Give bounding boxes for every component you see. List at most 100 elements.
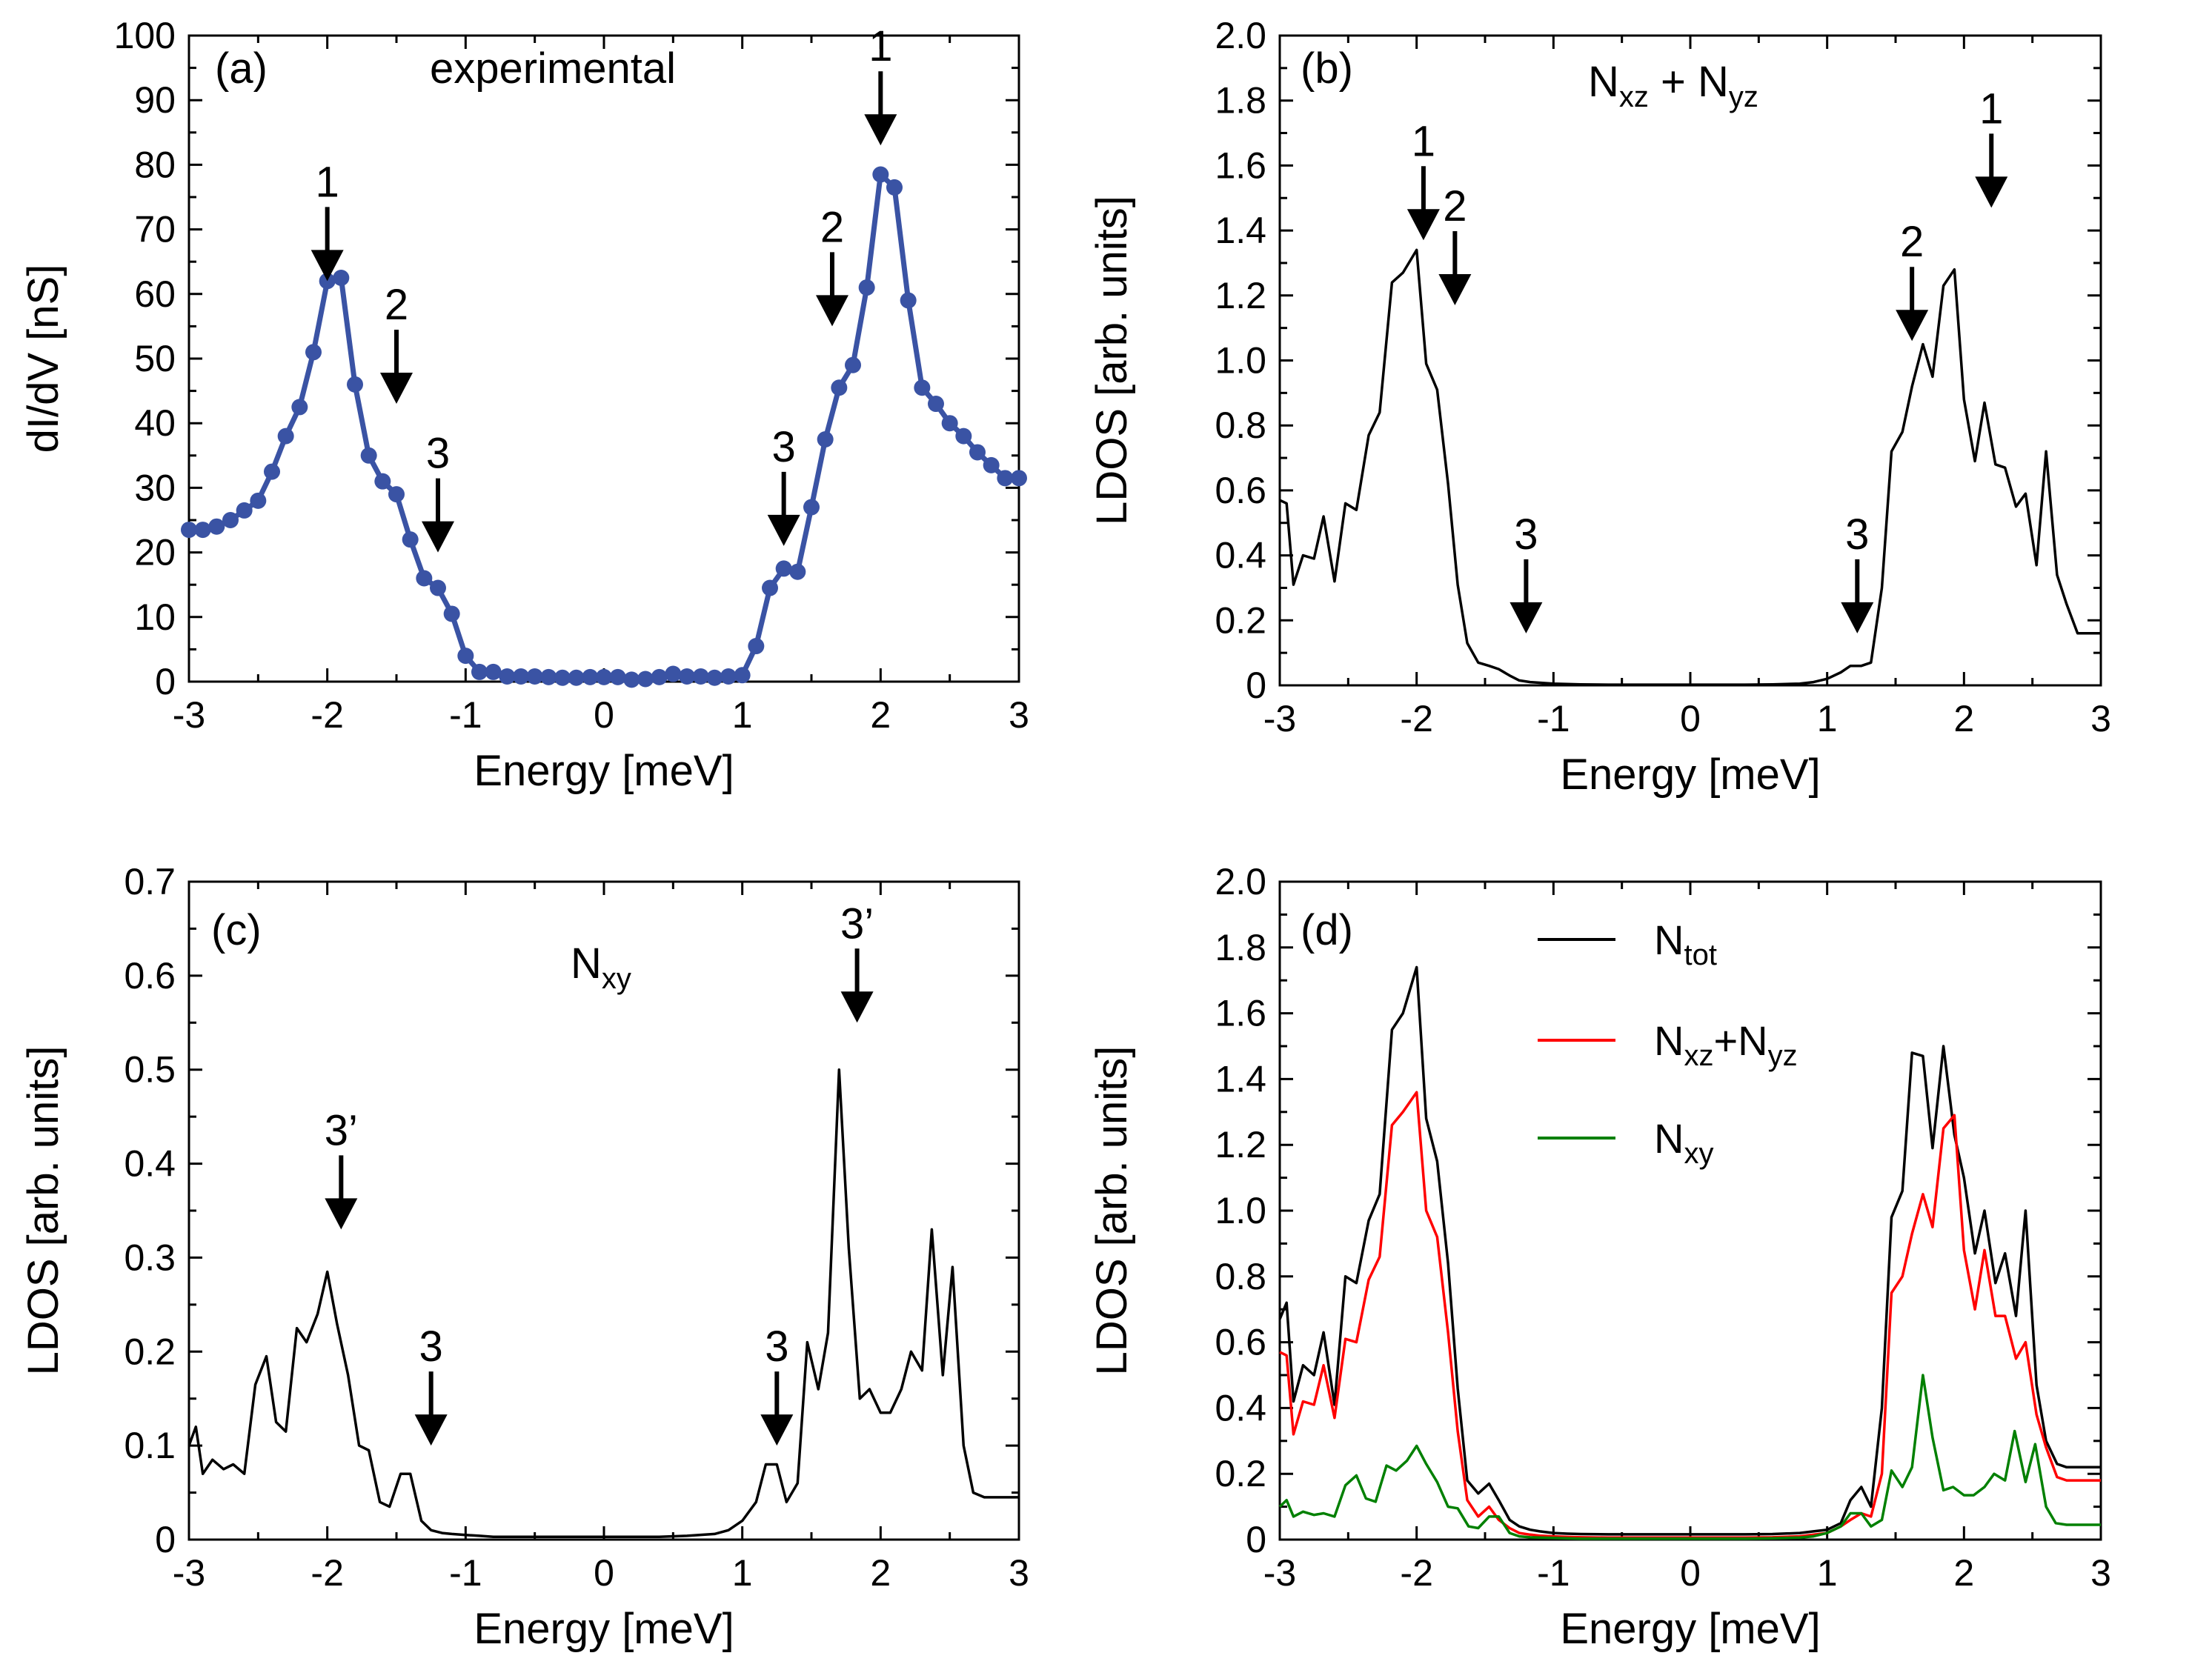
x-tick-label: -2 xyxy=(310,1552,343,1594)
legend-label-part: N xyxy=(1654,916,1684,963)
y-tick-label: 1.2 xyxy=(1215,275,1266,316)
data-point xyxy=(582,668,599,685)
y-tick-label: 40 xyxy=(134,402,176,444)
data-point xyxy=(651,668,668,685)
y-tick-label: 2.0 xyxy=(1215,861,1266,902)
data-point xyxy=(305,344,322,361)
data-point xyxy=(513,668,529,685)
annotation-label: 2 xyxy=(1443,182,1467,230)
data-point xyxy=(471,663,488,680)
data-point xyxy=(236,502,253,519)
y-tick-label: 80 xyxy=(134,144,176,185)
data-point xyxy=(706,669,723,686)
y-tick-label: 1.4 xyxy=(1215,210,1266,251)
data-point xyxy=(928,396,944,413)
panel-label: (d) xyxy=(1301,906,1353,954)
legend-label: Nxy xyxy=(1654,1115,1713,1170)
data-point xyxy=(692,668,709,685)
arrow-head xyxy=(380,373,413,405)
data-point xyxy=(568,669,585,686)
arrow-head xyxy=(422,521,454,553)
annotation-label: 1 xyxy=(1412,117,1435,165)
panel-label: (a) xyxy=(215,44,268,93)
arrow-head xyxy=(1896,310,1929,342)
y-tick-label: 50 xyxy=(134,338,176,379)
annotation-label: 3 xyxy=(426,430,450,478)
y-tick-label: 10 xyxy=(134,596,176,638)
plot-frame xyxy=(1278,880,2102,1541)
y-axis-title: LDOS [arb. units] xyxy=(1088,196,1136,525)
y-tick-label: 1.4 xyxy=(1215,1058,1266,1100)
data-point xyxy=(665,665,682,682)
arrow-head xyxy=(310,250,344,282)
annotation-arrow-3: 3 xyxy=(414,1323,448,1446)
series-n-xy xyxy=(187,1068,1019,1538)
arrow-head xyxy=(1841,602,1874,633)
annotation-label: 3’ xyxy=(325,1106,358,1154)
annotation-arrow-3: 3’ xyxy=(325,1106,358,1230)
data-point xyxy=(291,399,308,416)
panel-title-part: yz xyxy=(1729,81,1758,113)
data-point xyxy=(941,415,958,432)
plot-frame xyxy=(1278,34,2102,687)
x-tick-label: -2 xyxy=(310,694,343,736)
y-axis-title: dI/dV [nS] xyxy=(19,265,67,453)
annotation-arrow-1: 1 xyxy=(1406,117,1440,241)
y-tick-label: 0.2 xyxy=(1215,1453,1266,1494)
annotation-arrow-1: 1 xyxy=(1975,84,2008,208)
data-point xyxy=(720,668,737,685)
arrow-head xyxy=(840,991,874,1023)
data-point xyxy=(333,270,350,286)
series-line xyxy=(1278,965,2101,1536)
data-point xyxy=(457,648,474,665)
annotation-arrow-2: 2 xyxy=(1438,182,1472,305)
y-tick-label: 1.0 xyxy=(1215,340,1266,382)
series-experimental xyxy=(181,166,1027,688)
x-tick-label: -3 xyxy=(173,694,205,736)
annotation-arrow-3: 3 xyxy=(1509,510,1543,633)
x-tick-label: 3 xyxy=(2090,698,2111,739)
data-point xyxy=(831,379,848,396)
panel-d: -3 -2 -1 0 1 2 3 0 0.2 0.4 0.6 0.8 1.0 1.2 1.4 1.6 1.8 2.… xyxy=(1088,861,2111,1653)
data-point xyxy=(526,668,543,685)
data-point xyxy=(360,447,377,464)
x-tick-label: -3 xyxy=(173,1552,205,1594)
y-tick-label: 0.4 xyxy=(1215,535,1266,576)
y-tick-label: 60 xyxy=(134,273,176,315)
data-point xyxy=(914,379,931,396)
arrow-head xyxy=(767,514,800,546)
y-tick-label: 100 xyxy=(114,15,176,56)
annotation-label: 3’ xyxy=(840,899,874,948)
panel-b: -3 -2 -1 0 1 2 300.20.40.60.81.01.21.41.61.82.… xyxy=(1088,15,2111,799)
data-point xyxy=(264,463,280,480)
y-tick-label: 0.2 xyxy=(1215,599,1266,641)
data-point xyxy=(1011,470,1027,487)
y-tick-label: 30 xyxy=(134,467,176,508)
y-tick-label: 20 xyxy=(134,532,176,573)
annotation-arrow-2: 2 xyxy=(816,203,848,327)
arrow-head xyxy=(1406,209,1440,241)
y-axis-title: LDOS [arb. units] xyxy=(1088,1046,1136,1376)
data-point xyxy=(817,431,834,448)
y-tick-label: 0.7 xyxy=(124,861,176,902)
annotation-arrow-1: 1 xyxy=(864,22,897,146)
legend-label: Ntot xyxy=(1654,916,1717,971)
series-line xyxy=(187,1068,1019,1538)
y-tick-label: 0.6 xyxy=(124,955,176,997)
y-tick-label: 0 xyxy=(1246,665,1266,706)
panel-title-part: + N xyxy=(1649,58,1729,106)
y-tick-label: 0.2 xyxy=(124,1331,176,1372)
annotation-arrow-2: 2 xyxy=(1896,218,1929,342)
legend-label-part: xy xyxy=(1684,1137,1713,1170)
data-point xyxy=(803,499,820,516)
data-point xyxy=(609,668,626,685)
panel-label: (c) xyxy=(211,906,262,954)
data-point xyxy=(955,428,972,445)
panel-title: experimental xyxy=(430,44,676,93)
x-tick-label: 1 xyxy=(1817,1552,1838,1594)
data-point xyxy=(886,179,903,196)
x-tick-label: 2 xyxy=(1953,1552,1974,1594)
x-tick-label: 3 xyxy=(2090,1552,2111,1594)
panel-title-part: N xyxy=(1588,58,1619,106)
